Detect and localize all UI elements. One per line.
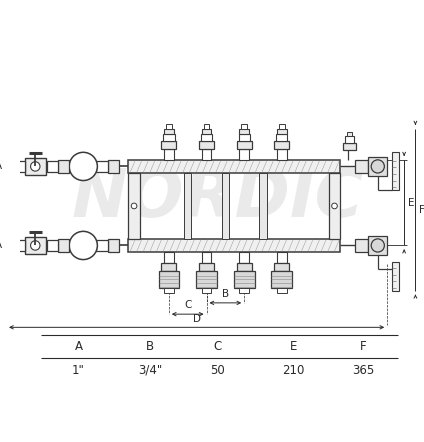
Circle shape bbox=[69, 231, 98, 259]
Text: A: A bbox=[75, 340, 83, 353]
Bar bbox=[222, 173, 229, 239]
Bar bbox=[164, 252, 173, 263]
Bar bbox=[108, 239, 119, 252]
Bar bbox=[202, 252, 211, 263]
Bar bbox=[96, 240, 108, 251]
Bar bbox=[164, 288, 173, 293]
Bar bbox=[329, 173, 340, 239]
Bar bbox=[237, 141, 252, 149]
Bar bbox=[162, 141, 176, 149]
Bar bbox=[196, 271, 217, 288]
Bar bbox=[204, 124, 209, 129]
Bar bbox=[202, 288, 211, 293]
Bar bbox=[47, 240, 58, 251]
Bar bbox=[202, 129, 211, 134]
Text: F: F bbox=[419, 205, 424, 215]
Bar bbox=[10, 240, 25, 251]
Bar bbox=[277, 129, 287, 134]
Circle shape bbox=[131, 203, 137, 209]
Bar bbox=[96, 161, 108, 172]
Bar bbox=[368, 157, 387, 176]
Bar bbox=[163, 134, 175, 141]
Bar bbox=[345, 136, 354, 143]
Text: 210: 210 bbox=[282, 364, 304, 377]
Bar bbox=[201, 134, 212, 141]
Text: B: B bbox=[222, 289, 229, 299]
Text: A: A bbox=[0, 240, 2, 251]
Text: E: E bbox=[290, 340, 297, 353]
Bar bbox=[199, 263, 214, 271]
Bar bbox=[271, 271, 292, 288]
Bar bbox=[240, 149, 249, 160]
Bar bbox=[237, 263, 252, 271]
Bar bbox=[259, 173, 267, 239]
Bar bbox=[240, 252, 249, 263]
Bar bbox=[184, 173, 192, 239]
Circle shape bbox=[371, 160, 385, 173]
Text: F: F bbox=[360, 340, 367, 353]
Bar bbox=[25, 237, 46, 254]
Text: B: B bbox=[146, 340, 154, 353]
Circle shape bbox=[371, 239, 385, 252]
Bar bbox=[277, 288, 287, 293]
Bar bbox=[392, 263, 399, 291]
Bar bbox=[347, 132, 352, 136]
Bar bbox=[368, 236, 387, 255]
Bar bbox=[166, 124, 172, 129]
Text: C: C bbox=[214, 340, 222, 353]
Bar bbox=[277, 252, 287, 263]
Bar bbox=[164, 129, 173, 134]
Text: NORDIC: NORDIC bbox=[72, 165, 364, 232]
Bar bbox=[128, 160, 340, 173]
Bar bbox=[10, 161, 25, 172]
Text: 50: 50 bbox=[210, 364, 225, 377]
Bar bbox=[276, 134, 287, 141]
Bar bbox=[355, 239, 368, 252]
Text: A: A bbox=[0, 161, 2, 171]
Circle shape bbox=[69, 152, 98, 180]
Text: 365: 365 bbox=[352, 364, 375, 377]
Bar bbox=[392, 152, 399, 190]
Text: 3/4": 3/4" bbox=[138, 364, 162, 377]
Bar bbox=[240, 129, 249, 134]
Bar bbox=[277, 149, 287, 160]
Bar bbox=[128, 173, 140, 239]
Circle shape bbox=[31, 162, 40, 171]
Bar bbox=[25, 158, 46, 175]
Text: 1": 1" bbox=[72, 364, 85, 377]
Circle shape bbox=[31, 241, 40, 250]
Circle shape bbox=[332, 203, 338, 209]
Bar bbox=[274, 263, 289, 271]
Bar bbox=[162, 263, 176, 271]
Bar bbox=[343, 143, 356, 150]
Text: D: D bbox=[192, 313, 201, 324]
Bar bbox=[202, 149, 211, 160]
Bar bbox=[240, 288, 249, 293]
Bar bbox=[199, 141, 214, 149]
Bar bbox=[47, 161, 58, 172]
Bar bbox=[279, 124, 285, 129]
Bar bbox=[164, 149, 173, 160]
Text: C: C bbox=[184, 301, 191, 310]
Bar bbox=[58, 160, 69, 173]
Bar bbox=[234, 271, 254, 288]
Bar bbox=[274, 141, 289, 149]
Bar bbox=[58, 239, 69, 252]
Bar bbox=[241, 124, 247, 129]
Text: E: E bbox=[408, 198, 414, 208]
Bar bbox=[108, 160, 119, 173]
Bar bbox=[239, 134, 250, 141]
Bar bbox=[128, 239, 340, 252]
Bar bbox=[159, 271, 179, 288]
Bar bbox=[355, 160, 368, 173]
